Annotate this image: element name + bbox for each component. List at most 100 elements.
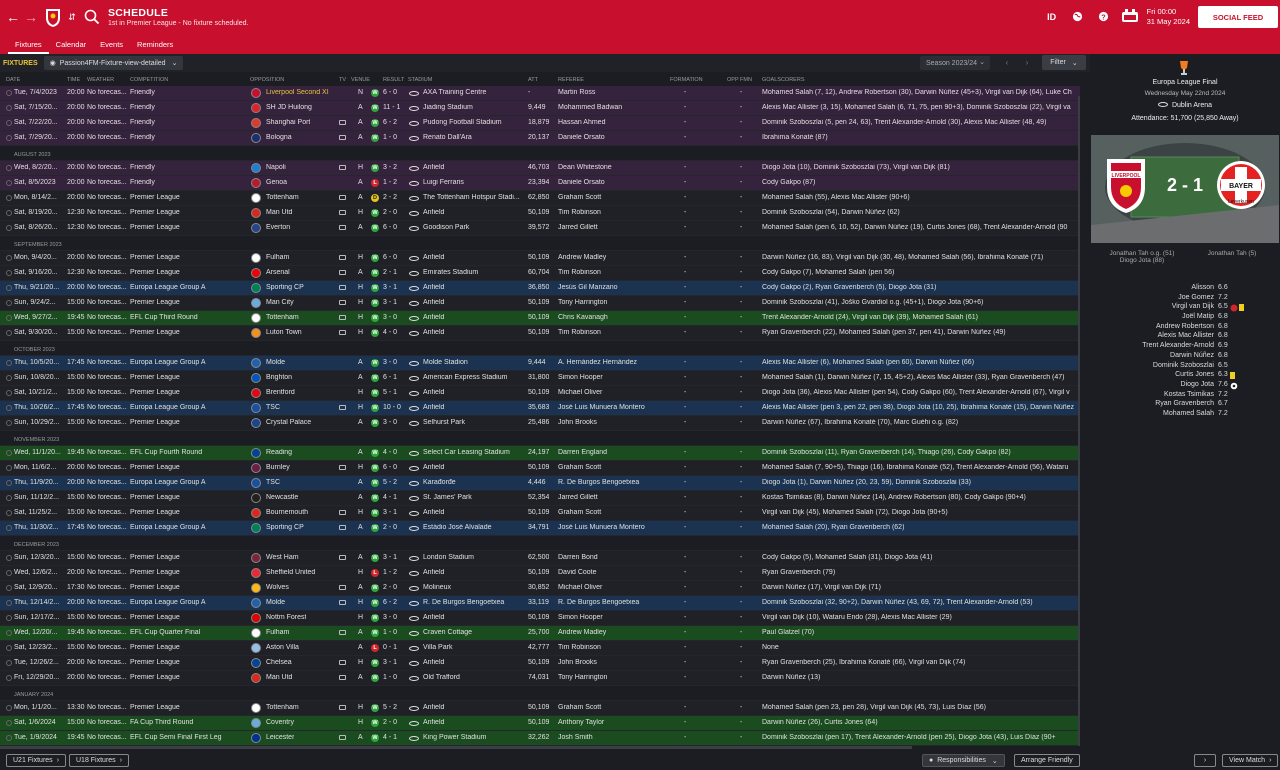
- horizontal-scrollbar[interactable]: [0, 746, 912, 749]
- globe-icon[interactable]: [1065, 11, 1091, 24]
- fixture-referee[interactable]: Simon Hooper: [558, 614, 603, 621]
- fixture-competition[interactable]: Premier League: [130, 464, 180, 471]
- fixture-referee[interactable]: Mohammed Badwan: [558, 104, 623, 111]
- fixture-row[interactable]: Mon, 1/1/20... 13:30 No forecas... Premier …: [0, 701, 1080, 716]
- filter-button[interactable]: Filter ⌄: [1042, 55, 1086, 70]
- fixture-competition[interactable]: EFL Cup Third Round: [130, 314, 198, 321]
- fixture-competition[interactable]: Premier League: [130, 569, 180, 576]
- lineup-player-row[interactable]: Curtis Jones 6.3: [1090, 371, 1280, 381]
- next-season-icon[interactable]: ›: [1025, 58, 1029, 67]
- col-date[interactable]: DATE: [6, 77, 21, 83]
- back-arrow-icon[interactable]: ←: [6, 9, 20, 25]
- fixture-row[interactable]: Sat, 8/5/2023 20:00 No forecas... Friendly G…: [0, 176, 1080, 191]
- fixture-opposition[interactable]: Crystal Palace: [266, 419, 312, 426]
- next-icon[interactable]: ›: [1194, 754, 1216, 767]
- fixture-referee[interactable]: Darren Bond: [558, 554, 598, 561]
- fixture-row[interactable]: Tue, 7/4/2023 20:00 No forecas... Friendly L…: [0, 86, 1080, 101]
- fixture-referee[interactable]: Anthony Taylor: [558, 719, 605, 726]
- fixture-opposition[interactable]: Everton: [266, 224, 291, 231]
- fixture-competition[interactable]: Friendly: [130, 134, 155, 141]
- u21-fixtures-button[interactable]: U21 Fixtures ›: [6, 754, 67, 767]
- fixture-referee[interactable]: Tim Robinson: [558, 209, 601, 216]
- fixture-competition[interactable]: FA Cup Third Round: [130, 719, 194, 726]
- previous-season-icon[interactable]: ‹: [1005, 58, 1009, 67]
- fixture-row[interactable]: Sun, 11/12/2... 15:00 No forecas... Premier…: [0, 491, 1080, 506]
- fixture-opposition[interactable]: Burnley: [266, 464, 290, 471]
- fixture-opposition[interactable]: Molde: [266, 359, 286, 366]
- lineup-player-row[interactable]: Ryan Gravenberch 6.7: [1090, 400, 1280, 410]
- fixture-referee[interactable]: Michael Oliver: [558, 389, 603, 396]
- fixture-competition[interactable]: Premier League: [130, 329, 180, 336]
- fixture-referee[interactable]: Andrew Madley: [558, 629, 607, 636]
- fixture-opposition[interactable]: Man City: [266, 299, 294, 306]
- id-badge-button[interactable]: ID: [1047, 12, 1057, 22]
- fixture-opposition[interactable]: Bologna: [266, 134, 292, 141]
- fixture-row[interactable]: Sun, 10/29/2... 15:00 No forecas... Premier…: [0, 416, 1080, 431]
- lineup-player-row[interactable]: Alisson 6.6: [1090, 284, 1280, 294]
- fixture-referee[interactable]: Darren England: [558, 449, 608, 456]
- fixture-row[interactable]: Sat, 7/29/20... 20:00 No forecas... Friendl…: [0, 131, 1080, 146]
- fixture-opposition[interactable]: Sporting CP: [266, 284, 304, 291]
- fixture-competition[interactable]: Premier League: [130, 254, 180, 261]
- fixture-referee[interactable]: R. De Burgos Bengoetxea: [558, 599, 640, 606]
- col-weather[interactable]: WEATHER: [87, 77, 115, 83]
- fixture-row[interactable]: Thu, 11/9/20... 20:00 No forecas... Europa …: [0, 476, 1080, 491]
- fixture-row[interactable]: Sat, 10/21/2... 15:00 No forecas... Premier…: [0, 386, 1080, 401]
- fixture-row[interactable]: Sat, 12/23/2... 15:00 No forecas... Premier…: [0, 641, 1080, 656]
- match-scoreboard[interactable]: LIVERPOOL 2 - 1 BAYER Leverkusen: [1091, 135, 1279, 243]
- fixture-row[interactable]: Wed, 11/1/20... 19:45 No forecas... EFL Cup…: [0, 446, 1080, 461]
- fixture-referee[interactable]: José Luis Munuera Montero: [558, 404, 645, 411]
- fixture-opposition[interactable]: Nottm Forest: [266, 614, 307, 621]
- fixture-referee[interactable]: Tony Harrington: [558, 299, 608, 306]
- fixture-competition[interactable]: Premier League: [130, 644, 180, 651]
- fixture-competition[interactable]: Premier League: [130, 389, 180, 396]
- club-switch-chevron-icon[interactable]: ⇵: [68, 11, 76, 22]
- fixture-referee[interactable]: Martin Ross: [558, 89, 596, 96]
- vertical-scrollbar[interactable]: [1078, 96, 1080, 746]
- fixture-referee[interactable]: Graham Scott: [558, 194, 602, 201]
- fixture-opposition[interactable]: Reading: [266, 449, 293, 456]
- fixture-competition[interactable]: Premier League: [130, 584, 180, 591]
- fixture-referee[interactable]: Tim Robinson: [558, 644, 601, 651]
- fixture-opposition[interactable]: Tottenham: [266, 704, 299, 711]
- fixture-referee[interactable]: Simon Hooper: [558, 374, 603, 381]
- fixture-competition[interactable]: Premier League: [130, 299, 180, 306]
- continue-icon[interactable]: [1117, 8, 1143, 26]
- lineup-player-row[interactable]: Virgil van Dijk 6.5: [1090, 303, 1280, 313]
- fixture-opposition[interactable]: Tottenham: [266, 194, 299, 201]
- fixture-opposition[interactable]: Newcastle: [266, 494, 299, 501]
- col-result[interactable]: RESULT: [383, 77, 405, 83]
- col-goalscorers[interactable]: GOALSCORERS: [762, 77, 805, 83]
- fixture-row[interactable]: Sat, 7/22/20... 20:00 No forecas... Friendl…: [0, 116, 1080, 131]
- fixture-row[interactable]: Thu, 12/14/2... 20:00 No forecas... Europa …: [0, 596, 1080, 611]
- fixture-competition[interactable]: EFL Cup Quarter Final: [130, 629, 201, 636]
- fixture-row[interactable]: Mon, 11/6/2... 20:00 No forecas... Premier …: [0, 461, 1080, 476]
- fixture-competition[interactable]: Premier League: [130, 614, 180, 621]
- social-feed-button[interactable]: SOCIAL FEED: [1198, 6, 1278, 28]
- lineup-player-row[interactable]: Trent Alexander-Arnold 6.9: [1090, 342, 1280, 352]
- col-attendance[interactable]: ATT: [528, 77, 538, 83]
- fixture-opposition[interactable]: Coventry: [266, 719, 295, 726]
- fixture-competition[interactable]: Friendly: [130, 104, 155, 111]
- fixture-opposition[interactable]: Chelsea: [266, 659, 292, 666]
- forward-arrow-icon[interactable]: →: [24, 9, 38, 25]
- fixture-competition[interactable]: Premier League: [130, 659, 180, 666]
- fixture-competition[interactable]: Premier League: [130, 494, 180, 501]
- fixture-opposition[interactable]: Aston Villa: [266, 644, 299, 651]
- fixture-competition[interactable]: Premier League: [130, 554, 180, 561]
- fixture-referee[interactable]: Josh Smith: [558, 734, 593, 741]
- fixture-referee[interactable]: Tim Robinson: [558, 269, 601, 276]
- fixture-opposition[interactable]: Wolves: [266, 584, 289, 591]
- fixture-competition[interactable]: Europa League Group A: [130, 524, 206, 531]
- fixture-opposition[interactable]: Sheffield United: [266, 569, 316, 576]
- fixture-row[interactable]: Sat, 9/30/20... 15:00 No forecas... Premier…: [0, 326, 1080, 341]
- fixture-competition[interactable]: Friendly: [130, 119, 155, 126]
- fixture-competition[interactable]: Premier League: [130, 269, 180, 276]
- fixture-referee[interactable]: John Brooks: [558, 659, 597, 666]
- fixture-referee[interactable]: Graham Scott: [558, 509, 602, 516]
- lineup-player-row[interactable]: Mohamed Salah 7.2: [1090, 410, 1280, 420]
- tab-reminders[interactable]: Reminders: [137, 40, 174, 49]
- lineup-player-row[interactable]: Diogo Jota 7.6: [1090, 381, 1280, 391]
- fixture-referee[interactable]: Daniele Orsato: [558, 179, 605, 186]
- lineup-player-row[interactable]: Joe Gomez 7.2: [1090, 294, 1280, 304]
